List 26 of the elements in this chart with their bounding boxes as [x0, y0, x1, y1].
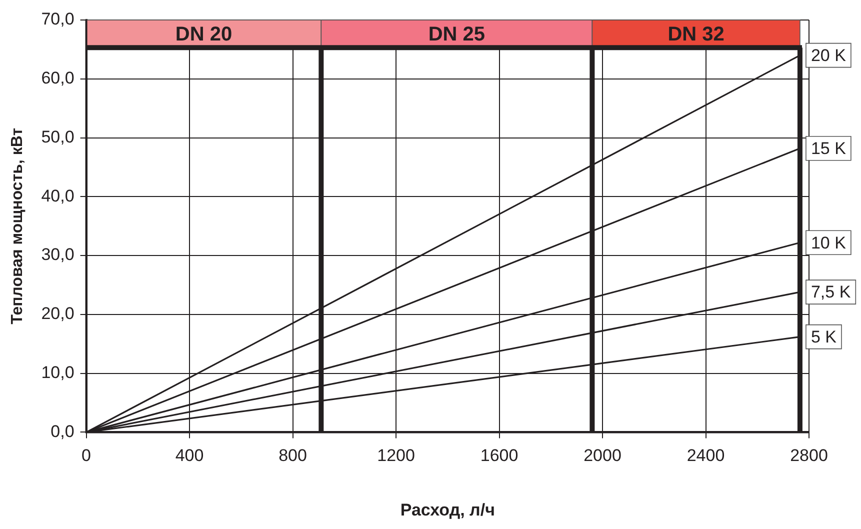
- series-label: 5 K: [810, 327, 838, 346]
- x-tick-label: 2400: [686, 446, 725, 466]
- y-tick-label: 0,0: [50, 422, 74, 441]
- y-tick-label: 40,0: [41, 186, 74, 206]
- band-label: DN 25: [428, 23, 486, 46]
- x-tick-label: 0: [82, 446, 92, 466]
- y-axis-title: Тепловая мощность, кВт: [9, 128, 26, 324]
- band-label: DN 20: [175, 23, 232, 46]
- y-tick-label: 20,0: [41, 304, 74, 324]
- series-label: 20 K: [810, 46, 847, 66]
- y-tick-label: 70,0: [41, 10, 74, 29]
- band-label: DN 32: [668, 23, 724, 46]
- series-label: 10 K: [810, 233, 847, 252]
- series-label: 7,5 K: [810, 282, 852, 302]
- x-tick-label: 2000: [584, 446, 622, 466]
- x-tick-label: 400: [175, 446, 204, 466]
- y-tick-label: 10,0: [41, 363, 74, 382]
- y-tick-label: 30,0: [41, 245, 74, 264]
- y-tick-label: 60,0: [41, 68, 74, 88]
- x-tick-label: 1200: [377, 446, 415, 466]
- y-tick-label: 50,0: [41, 127, 74, 146]
- x-tick-label: 800: [278, 446, 307, 466]
- x-tick-label: 1600: [480, 446, 518, 466]
- series-label: 15 K: [810, 139, 847, 158]
- x-tick-label: 2800: [790, 446, 828, 466]
- x-axis-title: Расход, л/ч: [400, 500, 495, 520]
